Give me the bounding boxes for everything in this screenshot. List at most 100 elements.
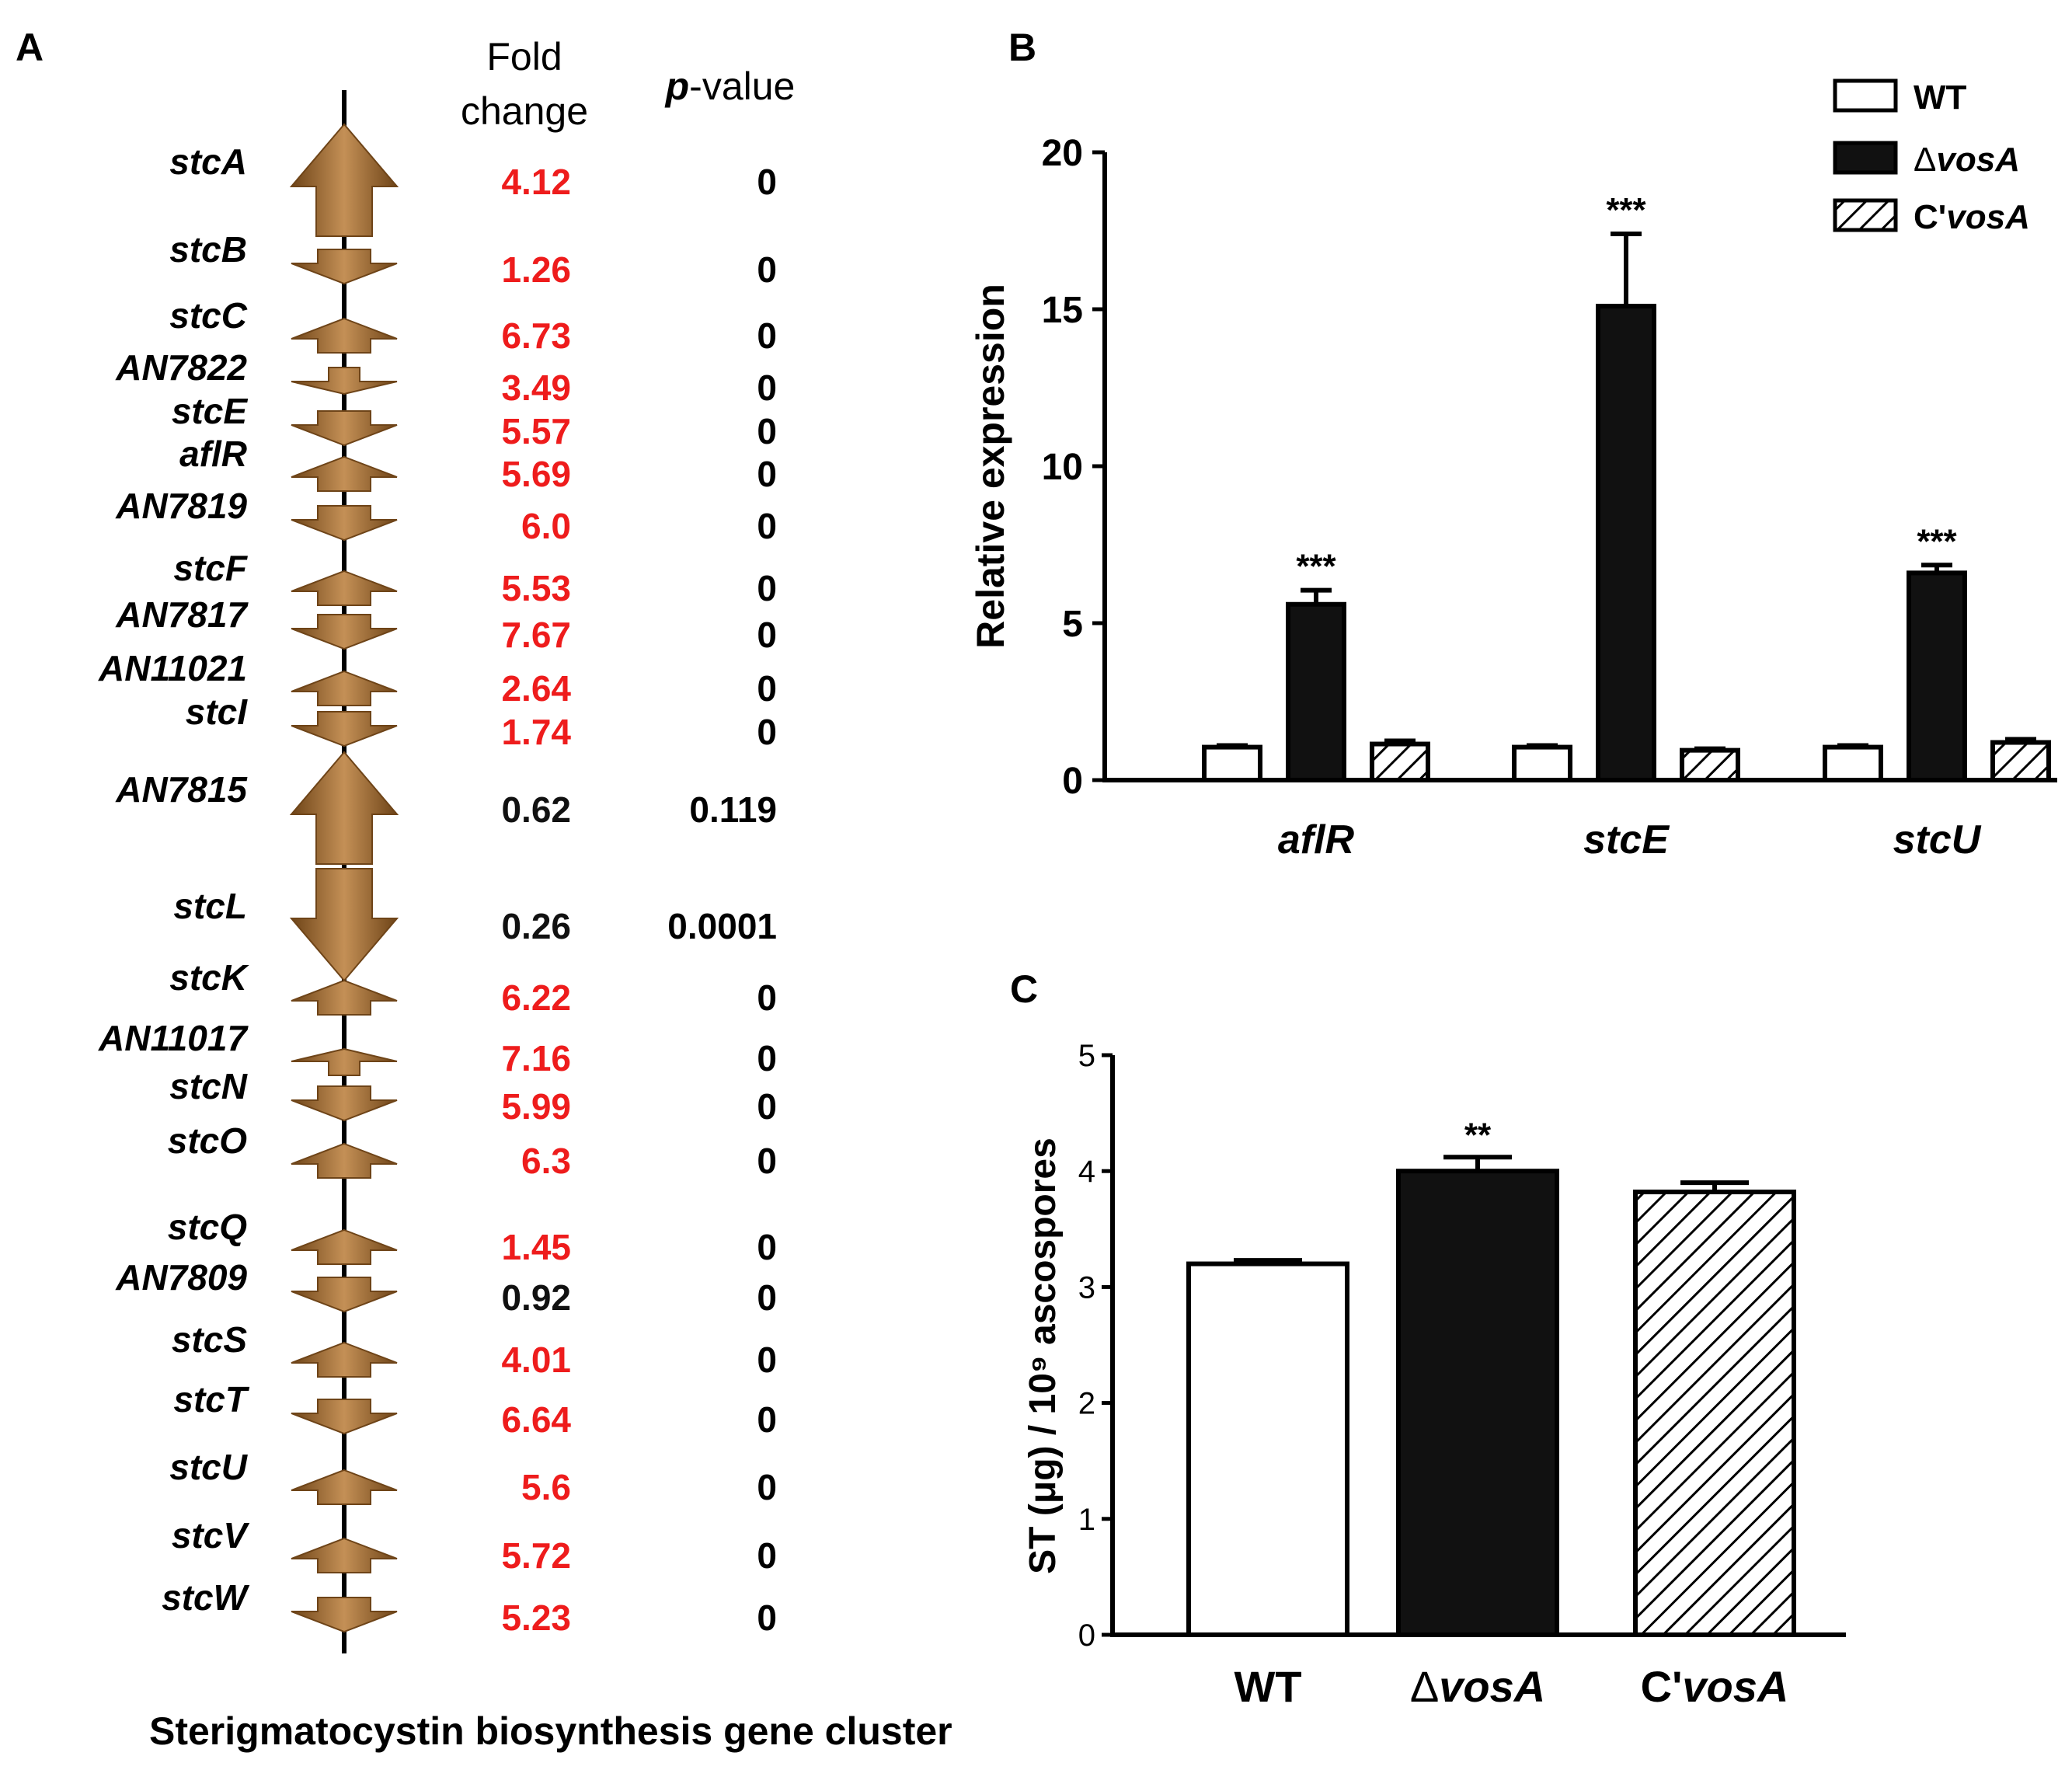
fold-change-stcE: 5.57 xyxy=(501,411,571,451)
fold-change-stcA: 4.12 xyxy=(501,162,571,202)
panel-c: C ST (μg) / 10⁹ ascospores 0 1 2 3 4 5 WT ΔvosA… xyxy=(1010,967,1846,1711)
panel-c-ytick-label: 4 xyxy=(1078,1155,1095,1189)
gene-arrow-stcN xyxy=(291,1085,398,1122)
panel-b-significance: *** xyxy=(1917,522,1957,560)
panel-b-ytick-label: 10 xyxy=(1042,447,1083,488)
gene-arrow-AN11021 xyxy=(291,670,398,706)
panel-c-category-vosA: ΔvosA xyxy=(1410,1662,1545,1711)
p-value-stcB: 0 xyxy=(757,249,777,290)
p-value-AN7815: 0.119 xyxy=(689,789,777,830)
gene-arrow-AN7817 xyxy=(291,614,398,650)
panel-b-significance: *** xyxy=(1296,548,1336,586)
gene-name-stcW: stcW xyxy=(162,1577,249,1618)
panel-b-bar-stcE-0 xyxy=(1512,744,1572,783)
gene-name-stcT: stcT xyxy=(173,1379,249,1420)
panel-b-label: B xyxy=(1008,26,1036,69)
p-value-stcS: 0 xyxy=(757,1340,777,1380)
panel-c-category-C'vosA: C'vosA xyxy=(1641,1662,1789,1711)
p-value-AN7817: 0 xyxy=(757,615,777,655)
panel-b-ytick-label: 15 xyxy=(1042,290,1083,331)
fold-change-AN7809: 0.92 xyxy=(501,1277,571,1318)
fold-change-stcT: 6.64 xyxy=(501,1399,571,1440)
fold-change-header-line2: change xyxy=(461,89,588,133)
fold-change-AN7817: 7.67 xyxy=(501,615,571,655)
fold-change-stcQ: 1.45 xyxy=(501,1227,571,1267)
p-value-stcF: 0 xyxy=(757,568,777,608)
gene-name-AN7819: AN7819 xyxy=(115,486,247,526)
gene-arrow-AN11017 xyxy=(291,1047,398,1076)
panel-b-bar-stcE-2 xyxy=(1680,747,1740,782)
p-value-stcV: 0 xyxy=(757,1535,777,1576)
panel-b-legend-label: ΔvosA xyxy=(1914,141,2020,179)
panel-c-ytick-label: 5 xyxy=(1078,1039,1095,1073)
gene-name-AN7815: AN7815 xyxy=(115,769,248,810)
p-value-AN11021: 0 xyxy=(757,668,777,709)
panel-b-bar-stcU-2 xyxy=(1990,740,2051,783)
panel-b-legend-swatch xyxy=(1833,78,1898,113)
fold-change-aflR: 5.69 xyxy=(501,454,571,494)
gene-name-stcK: stcK xyxy=(169,957,249,998)
gene-arrow-stcL xyxy=(289,868,399,982)
p-value-stcT: 0 xyxy=(757,1399,777,1440)
gene-name-stcE: stcE xyxy=(172,391,248,431)
gene-arrow-stcU xyxy=(291,1469,398,1505)
gene-name-AN7809: AN7809 xyxy=(115,1257,247,1298)
panel-b-ytick-label: 5 xyxy=(1062,604,1083,645)
fold-change-AN11017: 7.16 xyxy=(501,1038,571,1078)
gene-name-AN7822: AN7822 xyxy=(115,347,247,388)
gene-name-stcA: stcA xyxy=(169,141,247,182)
fold-change-stcO: 6.3 xyxy=(521,1141,571,1181)
fold-change-AN7822: 3.49 xyxy=(501,368,571,408)
p-value-AN7822: 0 xyxy=(757,368,777,408)
p-value-header: p-value xyxy=(664,64,796,108)
p-value-aflR: 0 xyxy=(757,454,777,494)
p-value-stcI: 0 xyxy=(757,712,777,752)
panel-b-category-stcE: stcE xyxy=(1583,817,1670,862)
fold-change-stcW: 5.23 xyxy=(501,1598,571,1638)
fold-change-stcI: 1.74 xyxy=(501,712,571,752)
panel-c-ylabel: ST (μg) / 10⁹ ascospores xyxy=(1022,1138,1064,1574)
gene-name-stcV: stcV xyxy=(172,1515,249,1556)
panel-b-bars: *** *** *** xyxy=(1202,191,2051,783)
gene-arrow-stcE xyxy=(291,410,398,447)
gene-name-stcN: stcN xyxy=(169,1066,247,1106)
gene-arrow-AN7822 xyxy=(291,367,398,395)
panel-c-ytick-label: 1 xyxy=(1078,1503,1095,1537)
fold-change-stcS: 4.01 xyxy=(501,1340,571,1380)
gene-name-stcI: stcI xyxy=(186,692,248,732)
panel-a-label: A xyxy=(16,26,44,69)
gene-name-stcC: stcC xyxy=(169,295,247,336)
fold-change-stcF: 5.53 xyxy=(501,568,571,608)
panel-b-ylabel: Relative expression xyxy=(969,284,1012,649)
panel-c-bars: ** xyxy=(1186,1116,1796,1638)
p-value-stcA: 0 xyxy=(757,162,777,202)
fold-change-stcU: 5.6 xyxy=(521,1467,571,1507)
panel-b-bar-aflR-0 xyxy=(1202,744,1262,783)
gene-name-stcQ: stcQ xyxy=(168,1207,247,1247)
panel-b-significance: *** xyxy=(1606,191,1646,229)
gene-arrow-AN7809 xyxy=(291,1277,398,1313)
fold-change-AN7815: 0.62 xyxy=(501,789,571,830)
gene-arrow-stcC xyxy=(291,317,398,354)
fold-change-header-line1: Fold xyxy=(486,35,562,78)
panel-c-bar-WT xyxy=(1186,1261,1349,1638)
p-value-stcW: 0 xyxy=(757,1598,777,1638)
p-value-AN7819: 0 xyxy=(757,506,777,546)
p-value-stcE: 0 xyxy=(757,411,777,451)
gene-arrow-aflR xyxy=(291,455,398,492)
panel-b-bar-stcE-1 xyxy=(1596,303,1656,782)
gene-name-stcB: stcB xyxy=(169,229,247,270)
panel-b: B Relative expression 0 5 10 15 20 aflR stcE st… xyxy=(969,26,2057,862)
panel-b-category-stcU: stcU xyxy=(1893,817,1982,862)
panel-b-legend-swatch xyxy=(1833,198,1898,232)
panel-b-ytick-label: 20 xyxy=(1042,133,1083,174)
panel-c-bar-C'vosA xyxy=(1633,1190,1796,1637)
p-value-stcO: 0 xyxy=(757,1141,777,1181)
panel-b-legend-swatch xyxy=(1833,141,1898,175)
panel-b-category-aflR: aflR xyxy=(1278,817,1355,862)
gene-name-AN11021: AN11021 xyxy=(98,648,247,688)
fold-change-stcC: 6.73 xyxy=(501,315,571,356)
gene-arrow-stcO xyxy=(291,1142,398,1179)
panel-b-bar-aflR-2 xyxy=(1370,741,1430,782)
panel-c-ytick-label: 3 xyxy=(1078,1270,1095,1305)
